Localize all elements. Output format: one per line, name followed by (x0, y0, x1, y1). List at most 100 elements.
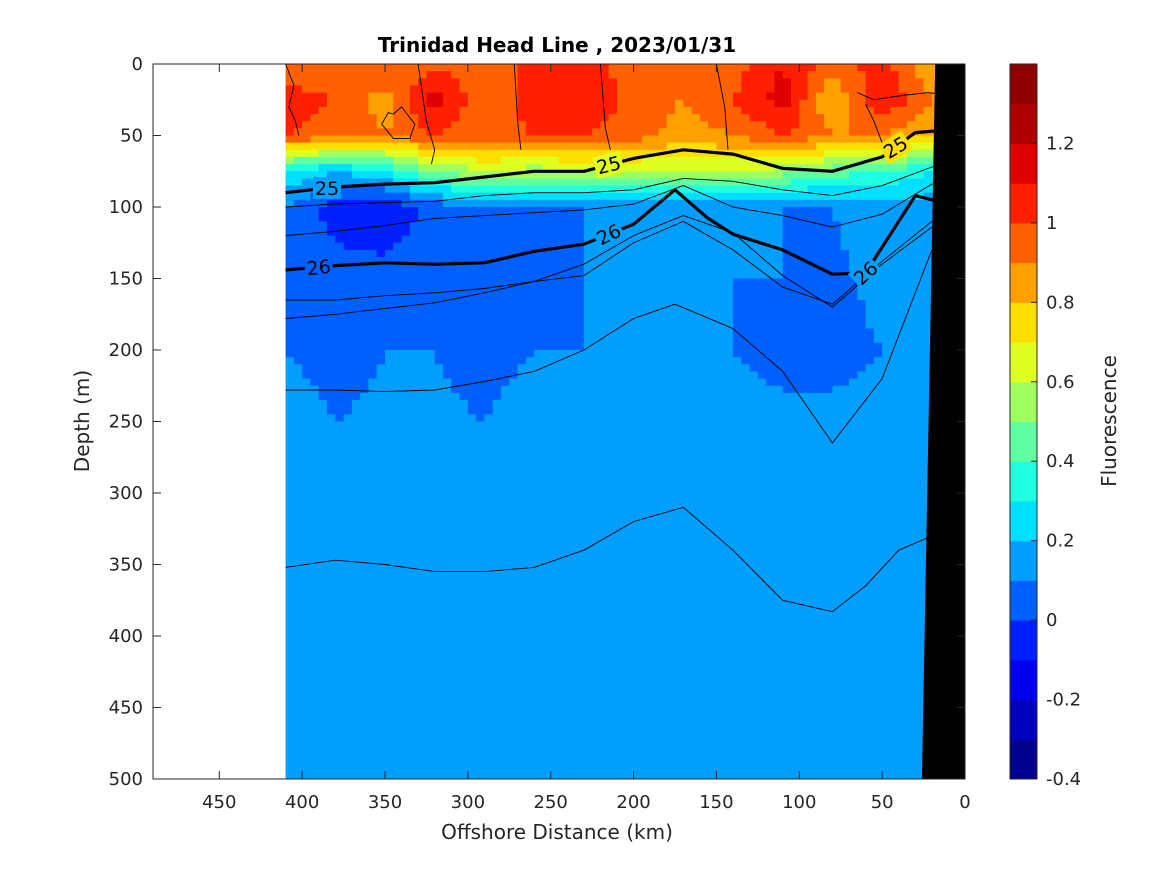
field-cell (310, 128, 320, 137)
field-cell (517, 106, 527, 115)
field-cell (302, 736, 312, 744)
field-cell (683, 571, 693, 580)
field-cell (509, 457, 519, 465)
field-cell (501, 643, 510, 651)
field-cell (501, 392, 510, 401)
field-cell (467, 199, 477, 208)
field-cell (550, 686, 560, 694)
field-cell (625, 593, 635, 601)
field-cell (335, 106, 345, 115)
field-cell (443, 199, 452, 208)
field-cell (451, 264, 461, 272)
field-cell (492, 593, 502, 601)
field-cell (376, 736, 386, 744)
field-cell (443, 314, 452, 322)
field-cell (327, 214, 336, 222)
field-cell (592, 149, 602, 158)
field-cell (658, 264, 668, 272)
field-cell (484, 407, 494, 415)
field-cell (451, 707, 461, 716)
field-cell (426, 750, 436, 759)
field-cell (484, 743, 494, 751)
field-cell (393, 707, 403, 716)
field-cell (476, 764, 486, 773)
field-cell (641, 636, 651, 644)
field-cell (675, 650, 684, 659)
field-cell (426, 85, 436, 94)
field-cell (633, 564, 643, 573)
field-cell (650, 185, 660, 194)
field-cell (393, 149, 403, 158)
field-cell (600, 350, 610, 358)
field-cell (550, 585, 560, 594)
field-cell (434, 714, 444, 723)
field-cell (484, 593, 494, 601)
field-cell (625, 292, 635, 301)
field-cell (409, 686, 419, 694)
field-cell (418, 121, 428, 129)
field-cell (434, 643, 444, 651)
field-cell (327, 135, 336, 144)
field-cell (409, 764, 419, 773)
field-cell (327, 700, 336, 709)
field-cell (451, 314, 461, 322)
field-cell (501, 285, 510, 294)
field-cell (617, 64, 626, 72)
field-cell (683, 264, 693, 272)
field-cell (641, 528, 651, 537)
field-cell (650, 292, 660, 301)
field-cell (376, 350, 386, 358)
field-cell (509, 92, 519, 101)
field-cell (691, 121, 701, 129)
field-cell (633, 106, 643, 115)
field-cell (418, 528, 428, 537)
field-cell (434, 257, 444, 265)
field-cell (583, 600, 593, 608)
field-cell (476, 214, 486, 222)
field-cell (459, 521, 469, 530)
field-cell (542, 700, 552, 709)
field-cell (484, 421, 494, 430)
field-cell (542, 757, 552, 766)
field-cell (451, 171, 461, 179)
field-cell (293, 242, 303, 251)
field-cell (666, 550, 676, 558)
field-cell (327, 643, 336, 651)
field-cell (409, 771, 419, 779)
field-cell (675, 414, 684, 423)
field-cell (368, 385, 378, 394)
field-cell (318, 85, 328, 94)
field-cell (409, 700, 419, 709)
field-cell (459, 564, 469, 573)
field-cell (608, 514, 618, 523)
field-cell (376, 292, 386, 301)
field-cell (343, 407, 353, 415)
field-cell (393, 728, 403, 737)
field-cell (467, 464, 477, 473)
field-cell (426, 171, 436, 179)
field-cell (666, 614, 676, 623)
field-cell (658, 714, 668, 723)
field-cell (517, 414, 527, 423)
field-cell (467, 471, 477, 480)
field-cell (525, 114, 535, 122)
field-cell (683, 92, 693, 101)
field-cell (617, 493, 626, 501)
field-cell (501, 242, 510, 251)
field-cell (467, 292, 477, 301)
field-cell (492, 135, 502, 144)
field-cell (459, 314, 469, 322)
field-cell (451, 114, 461, 122)
field-cell (310, 614, 320, 623)
field-cell (302, 235, 312, 244)
field-cell (476, 564, 486, 573)
field-cell (600, 543, 610, 551)
field-cell (492, 378, 502, 387)
field-cell (641, 764, 651, 773)
field-cell (592, 600, 602, 608)
field-cell (476, 392, 486, 401)
field-cell (459, 471, 469, 480)
field-cell (525, 171, 535, 179)
field-cell (443, 99, 452, 108)
field-cell (501, 214, 510, 222)
